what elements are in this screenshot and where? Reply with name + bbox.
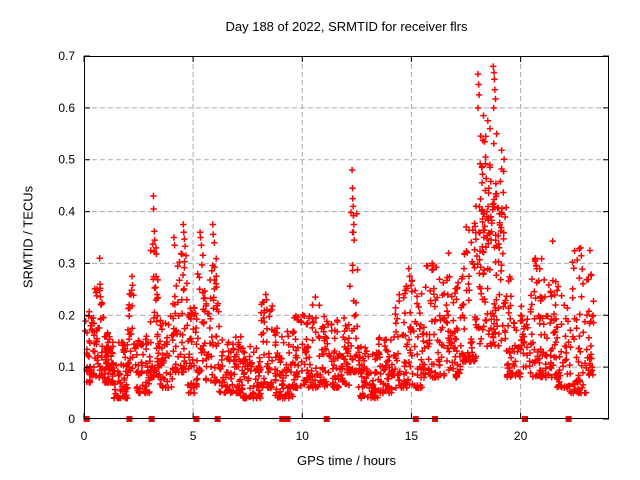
grid-lines: [84, 56, 609, 419]
y-tick-label: 0: [68, 412, 75, 426]
tick-labels: 0 5 10 15 20 0 0.1 0.2 0.3 0.4 0.5 0.6 0.7: [58, 49, 527, 443]
y-axis-label: SRMTID / TECUs: [20, 185, 36, 289]
x-tick-label: 0: [81, 429, 88, 443]
plot-border: [84, 56, 609, 419]
plot-area: 0 5 10 15 20 0 0.1 0.2 0.3 0.4 0.5 0.6 0.7: [58, 49, 609, 443]
y-tick-label: 0.7: [58, 49, 75, 63]
y-tick-label: 0.1: [58, 360, 75, 374]
data-plus-markers: [82, 63, 597, 402]
y-tick-label: 0.2: [58, 308, 75, 322]
y-tick-label: 0.6: [58, 101, 75, 115]
y-tick-label: 0.5: [58, 153, 75, 167]
y-tick-label: 0.3: [58, 256, 75, 270]
chart-title: Day 188 of 2022, SRMTID for receiver flr…: [225, 19, 468, 34]
x-tick-label: 5: [190, 429, 197, 443]
x-tick-label: 20: [514, 429, 528, 443]
x-tick-label: 10: [296, 429, 310, 443]
scatter-points: [82, 63, 597, 402]
y-tick-label: 0.4: [58, 205, 75, 219]
x-tick-label: 15: [405, 429, 419, 443]
x-axis-label: GPS time / hours: [297, 453, 396, 468]
